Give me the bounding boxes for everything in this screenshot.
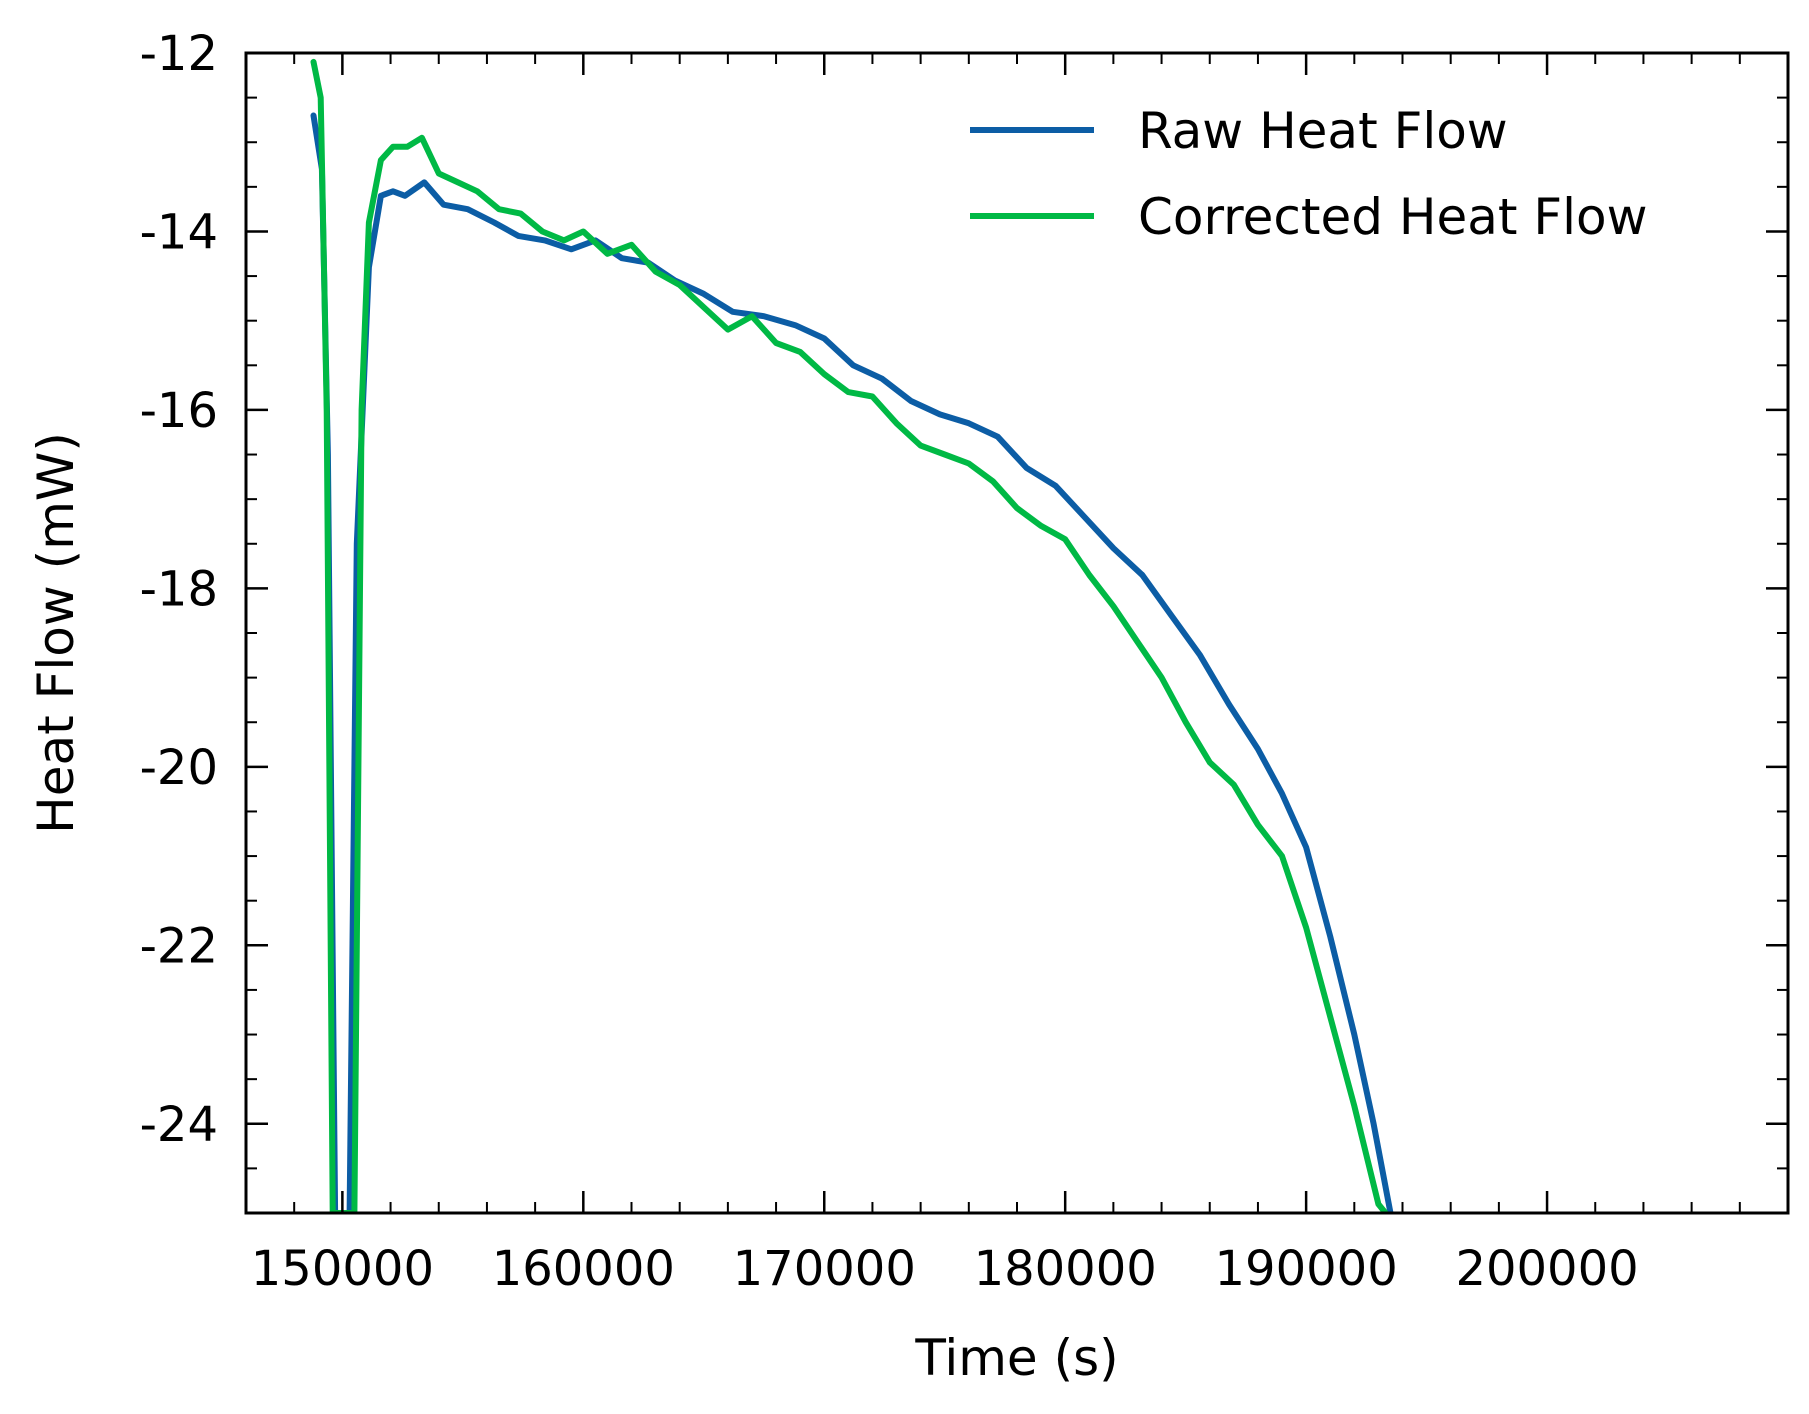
y-tick-label: -18 [140, 561, 218, 617]
x-axis-label: Time (s) [914, 1329, 1118, 1387]
x-tick-label: 180000 [974, 1241, 1157, 1297]
y-tick-label: -14 [140, 204, 218, 260]
series-layer [310, 58, 1394, 1213]
legend-label-raw-heat-flow: Raw Heat Flow [1138, 102, 1508, 160]
y-axis-label: Heat Flow (mW) [27, 432, 85, 834]
y-tick-label: -20 [140, 740, 218, 796]
series-line-raw-heat-flow [310, 112, 1394, 1213]
x-tick-label: 200000 [1455, 1241, 1638, 1297]
x-tick-label: 150000 [251, 1241, 434, 1297]
y-tick-label: -12 [140, 26, 218, 82]
legend: Raw Heat Flow Corrected Heat Flow [970, 102, 1648, 246]
y-tick-label: -22 [140, 918, 218, 974]
y-tick-label: -24 [140, 1097, 218, 1153]
y-tick-label: -16 [140, 383, 218, 439]
plot-frame [244, 51, 1790, 1215]
x-tick-label: 160000 [492, 1241, 675, 1297]
x-tick-label: 170000 [733, 1241, 916, 1297]
series-line-corrected-heat-flow [310, 58, 1389, 1213]
legend-label-corrected-heat-flow: Corrected Heat Flow [1138, 188, 1648, 246]
labels-layer: 150000 160000 170000 180000 190000 200000 -12 -… [140, 26, 1639, 1297]
ticks-layer [246, 51, 1788, 1214]
x-tick-label: 190000 [1215, 1241, 1398, 1297]
